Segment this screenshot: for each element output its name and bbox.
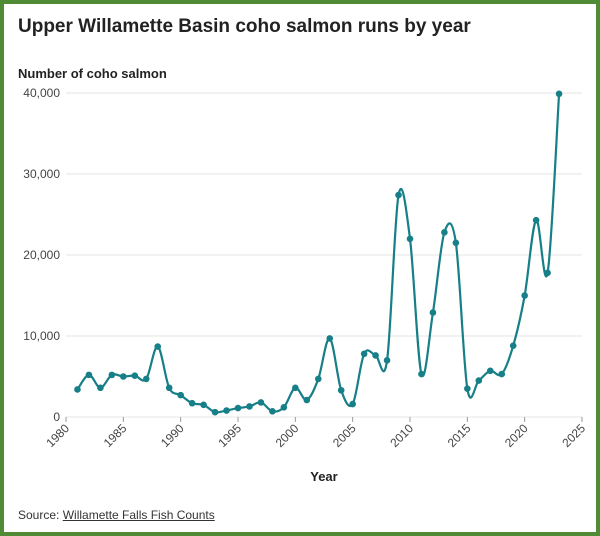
data-point[interactable] [165, 384, 173, 392]
x-tick-label: 2025 [559, 421, 588, 450]
data-point[interactable] [188, 399, 196, 407]
data-point[interactable] [337, 386, 345, 394]
data-point[interactable] [131, 372, 139, 379]
data-point[interactable] [418, 370, 425, 378]
y-axis-ticks: 0 10,000 20,000 30,000 40,000 [23, 86, 60, 424]
data-point[interactable] [74, 386, 81, 393]
y-tick-label: 0 [53, 410, 60, 424]
x-tick-label: 1990 [158, 421, 187, 450]
data-point[interactable] [154, 343, 162, 350]
data-point[interactable] [326, 335, 334, 342]
source-link[interactable]: Willamette Falls Fish Counts [62, 508, 215, 522]
x-tick-label: 2000 [273, 421, 302, 450]
data-point[interactable] [395, 191, 402, 199]
data-point[interactable] [486, 367, 494, 375]
x-tick-label: 2010 [387, 421, 416, 450]
series-points [74, 90, 563, 416]
data-point[interactable] [452, 239, 460, 247]
source-note: Source: Willamette Falls Fish Counts [18, 508, 215, 522]
source-prefix: Source: [18, 508, 63, 522]
data-point[interactable] [303, 396, 311, 404]
x-tick-label: 2015 [445, 421, 474, 450]
x-tick-label: 1985 [101, 421, 130, 450]
data-point[interactable] [142, 375, 150, 383]
data-point[interactable] [521, 292, 528, 299]
data-point[interactable] [200, 401, 207, 409]
data-point[interactable] [349, 400, 356, 408]
data-point[interactable] [555, 90, 563, 98]
data-point[interactable] [280, 403, 288, 411]
x-axis-title: Year [310, 469, 337, 484]
y-axis-label: Number of coho salmon [18, 66, 167, 81]
data-point[interactable] [372, 352, 379, 359]
data-point[interactable] [314, 375, 322, 383]
data-point[interactable] [120, 373, 127, 380]
data-point[interactable] [429, 309, 437, 316]
data-point[interactable] [269, 408, 276, 415]
x-tick-label: 2020 [502, 421, 531, 450]
chart-title: Upper Willamette Basin coho salmon runs … [18, 16, 471, 37]
data-point[interactable] [97, 384, 104, 392]
data-point[interactable] [211, 408, 219, 416]
x-tick-label: 1995 [215, 421, 244, 450]
data-point[interactable] [85, 371, 93, 379]
data-point[interactable] [509, 342, 517, 350]
y-tick-label: 30,000 [23, 167, 60, 181]
gridlines [66, 92, 582, 418]
data-point[interactable] [383, 357, 391, 364]
data-point[interactable] [257, 399, 265, 406]
data-point[interactable] [223, 407, 230, 414]
y-tick-label: 40,000 [23, 86, 60, 100]
x-axis-ticks: 1980 1985 1990 1995 2000 2005 2010 2015 2020 2025 [43, 417, 588, 450]
data-point[interactable] [292, 384, 299, 392]
data-point[interactable] [532, 216, 540, 224]
y-tick-label: 20,000 [23, 248, 60, 262]
data-point[interactable] [234, 404, 242, 412]
y-tick-label: 10,000 [23, 329, 60, 343]
data-point[interactable] [475, 377, 483, 384]
data-point[interactable] [464, 385, 471, 392]
data-point[interactable] [108, 371, 116, 379]
data-point[interactable] [360, 350, 368, 358]
series-line [76, 93, 561, 414]
data-point[interactable] [177, 391, 184, 399]
data-point[interactable] [406, 235, 414, 243]
x-tick-label: 2005 [330, 421, 359, 450]
series-line-layer [76, 93, 561, 414]
data-point[interactable] [544, 269, 551, 277]
data-point[interactable] [498, 370, 506, 378]
data-point[interactable] [441, 229, 448, 236]
x-tick-label: 1980 [43, 421, 72, 450]
data-point[interactable] [246, 403, 253, 410]
